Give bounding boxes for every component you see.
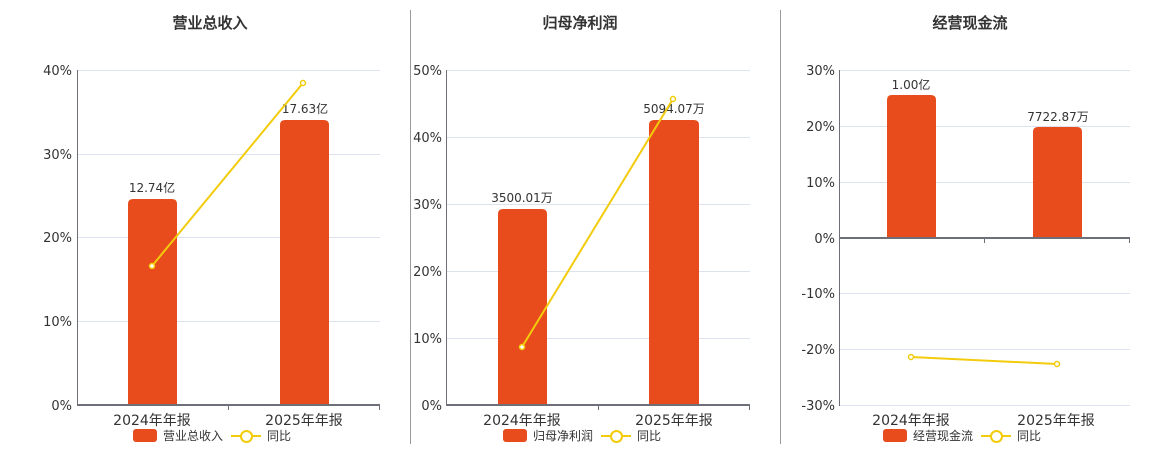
svg-text:30%: 30% — [806, 64, 835, 79]
yoy-point-2024[interactable] — [907, 353, 915, 361]
legend-line-label[interactable]: 同比 — [1017, 429, 1042, 443]
x-label-2024: 2024年年报 — [872, 413, 950, 429]
legend: 经营现金流 同比 — [883, 427, 1041, 444]
svg-text:40%: 40% — [43, 64, 72, 79]
grid-lines — [77, 70, 380, 322]
svg-text:0%: 0% — [421, 399, 442, 414]
svg-text:-10%: -10% — [801, 287, 835, 302]
legend-bar-swatch[interactable] — [883, 429, 907, 442]
chart-plot: 30% 20% 10% 0% -10% -20% -30% 1.00亿 7722… — [801, 64, 1130, 429]
legend-bar-swatch[interactable] — [133, 429, 157, 442]
yoy-point-2025[interactable] — [299, 79, 307, 87]
yoy-point-2024[interactable] — [518, 343, 526, 351]
chart-plot: 40% 30% 20% 10% 0% 12.74亿 17.63亿 2024年年报… — [43, 64, 380, 429]
yoy-line — [521, 98, 674, 348]
x-label-2025: 2025年年报 — [1017, 413, 1095, 429]
svg-text:0%: 0% — [814, 232, 835, 247]
x-label-2025: 2025年年报 — [265, 413, 343, 429]
y-axis-ticks: 50% 40% 30% 20% 10% 0% — [413, 64, 442, 414]
svg-text:10%: 10% — [43, 315, 72, 330]
y-axis-ticks: 40% 30% 20% 10% 0% — [43, 64, 72, 414]
legend-bar-label[interactable]: 归母净利润 — [533, 429, 594, 443]
grid-lines — [446, 70, 750, 339]
chart-title: 归母净利润 — [542, 14, 618, 32]
bar-label-2024: 3500.01万 — [491, 191, 553, 205]
svg-text:30%: 30% — [413, 198, 442, 213]
bar-label-2024: 1.00亿 — [892, 77, 931, 92]
legend-line-label[interactable]: 同比 — [637, 429, 662, 443]
legend-bar-label[interactable]: 营业总收入 — [163, 429, 224, 443]
svg-text:20%: 20% — [413, 265, 442, 280]
bar-2024[interactable] — [498, 209, 547, 405]
svg-text:40%: 40% — [413, 131, 442, 146]
chart-title: 营业总收入 — [172, 14, 248, 32]
legend-bar-label[interactable]: 经营现金流 — [913, 429, 974, 443]
svg-text:10%: 10% — [413, 332, 442, 347]
panel-divider — [410, 10, 411, 444]
x-label-2024: 2024年年报 — [483, 413, 561, 429]
svg-text:-20%: -20% — [801, 343, 835, 358]
x-label-2024: 2024年年报 — [113, 413, 191, 429]
bar-2025[interactable] — [280, 120, 329, 405]
legend-line-label[interactable]: 同比 — [267, 429, 292, 443]
yoy-point-2024[interactable] — [148, 262, 156, 270]
svg-text:10%: 10% — [806, 176, 835, 191]
svg-text:-30%: -30% — [801, 399, 835, 414]
yoy-line — [910, 356, 1058, 365]
chart-title: 经营现金流 — [932, 14, 1008, 32]
chart-panel-revenue: 营业总收入 40% 30% 20% 10% 0% 12.74亿 17.63亿 — [0, 0, 400, 450]
bar-2024[interactable] — [128, 199, 177, 405]
chart-plot: 50% 40% 30% 20% 10% 0% 3500.01万 5094.07万… — [413, 64, 750, 429]
legend: 归母净利润 同比 — [503, 427, 661, 444]
svg-text:30%: 30% — [43, 148, 72, 163]
chart-panel-operating-cashflow: 经营现金流 30% 20% 10% 0% -10% -20% -30% 1.00… — [780, 0, 1160, 450]
chart-panel-net-profit: 归母净利润 50% 40% 30% 20% 10% 0% 3500.01万 50… — [410, 0, 780, 450]
legend-line-icon[interactable] — [981, 429, 1012, 443]
y-axis-ticks: 30% 20% 10% 0% -10% -20% -30% — [801, 64, 835, 414]
legend-bar-swatch[interactable] — [503, 429, 527, 442]
x-label-2025: 2025年年报 — [635, 413, 713, 429]
yoy-point-2025[interactable] — [1053, 360, 1061, 368]
bar-label-2025: 5094.07万 — [643, 102, 705, 116]
bar-2025[interactable] — [649, 120, 699, 405]
legend-line-icon[interactable] — [231, 429, 262, 443]
bar-label-2025: 17.63亿 — [282, 101, 328, 116]
legend-line-icon[interactable] — [601, 429, 632, 443]
yoy-point-2025[interactable] — [669, 95, 677, 103]
panel-divider — [780, 10, 781, 444]
svg-text:20%: 20% — [806, 120, 835, 135]
bar-label-2025: 7722.87万 — [1027, 110, 1089, 124]
svg-text:50%: 50% — [413, 64, 442, 79]
yoy-line — [151, 82, 304, 267]
svg-text:0%: 0% — [51, 399, 72, 414]
legend: 营业总收入 同比 — [133, 427, 291, 444]
bar-2024[interactable] — [887, 95, 936, 238]
bar-2025[interactable] — [1033, 127, 1082, 238]
bar-label-2024: 12.74亿 — [129, 180, 175, 195]
svg-text:20%: 20% — [43, 231, 72, 246]
